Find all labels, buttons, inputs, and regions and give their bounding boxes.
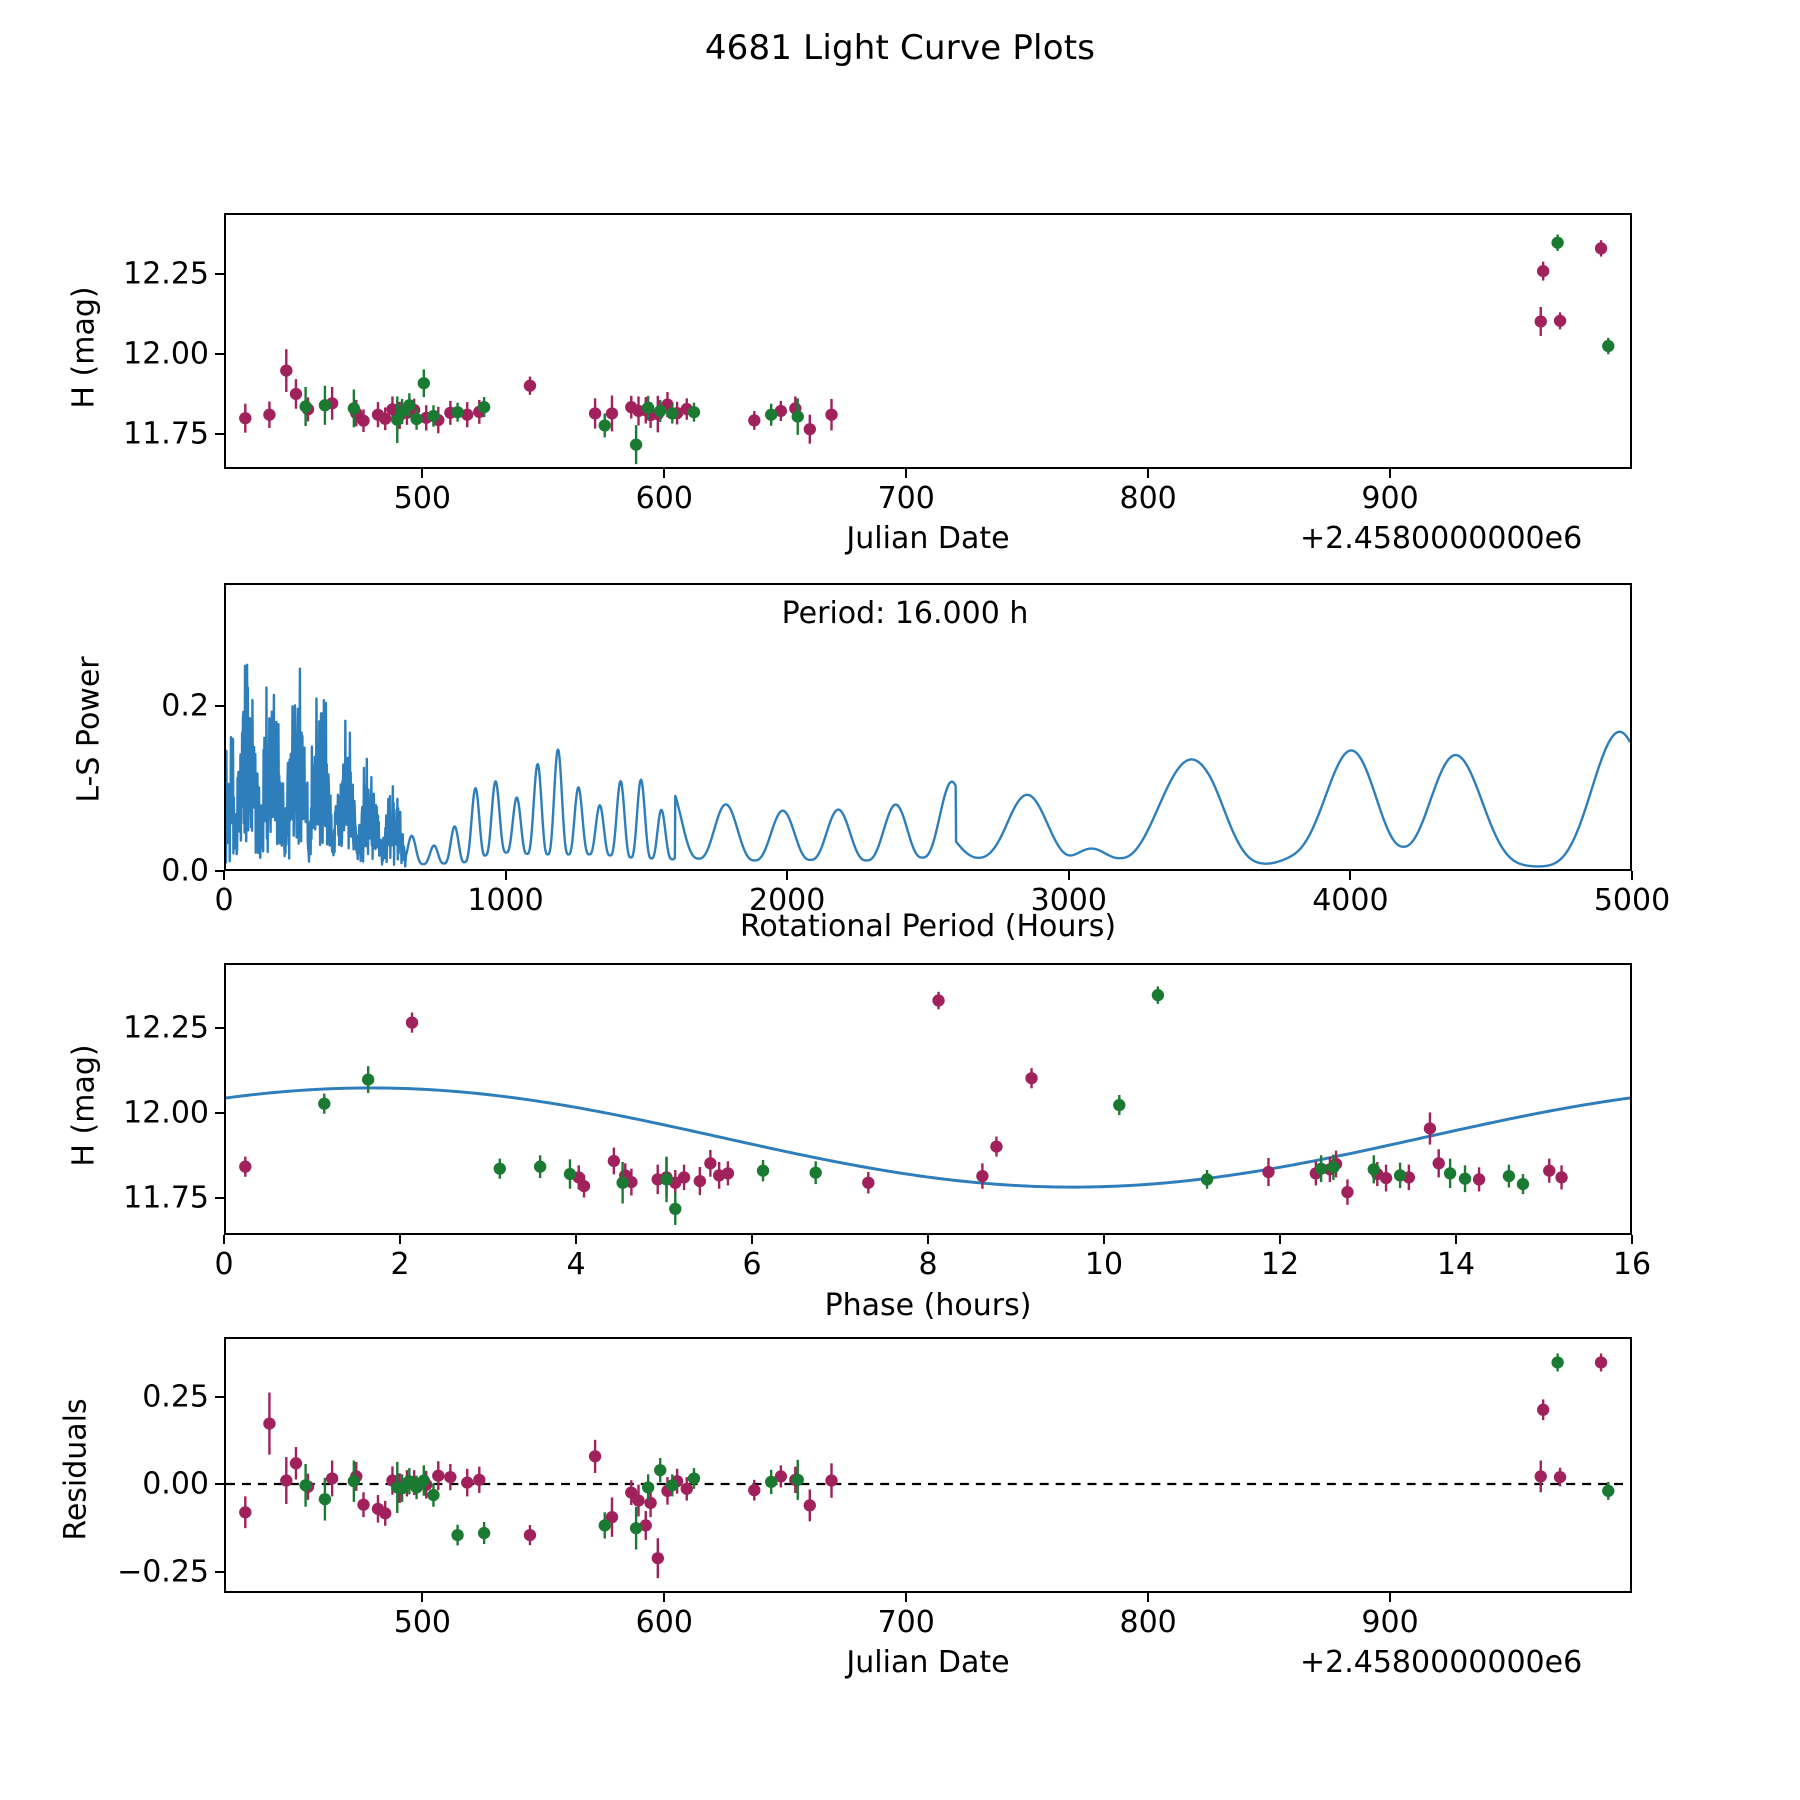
axis-label-x-phasefold: Phase (hours) (824, 1288, 1032, 1323)
x-tick-label: 4000 (1312, 883, 1389, 918)
y-tick-label: 0.00 (142, 1466, 209, 1502)
x-tick-mark (1067, 871, 1070, 880)
panel-light-curve (224, 213, 1632, 469)
x-tick-mark (905, 469, 908, 478)
x-tick-mark (504, 871, 507, 880)
axis-label-x-residuals: Julian Date (846, 1645, 1010, 1680)
x-tick-label: 2000 (749, 883, 826, 918)
y-tick-mark (215, 1570, 224, 1573)
x-tick-label: 5000 (1593, 883, 1671, 918)
y-tick-mark (215, 1111, 224, 1114)
x-tick-mark (1147, 469, 1150, 478)
axis-label-x-periodogram: Rotational Period (Hours) (739, 909, 1117, 944)
x-tick-label: 900 (1361, 1605, 1419, 1640)
x-tick-label: 14 (1436, 1247, 1476, 1282)
y-tick-label: 0.2 (161, 688, 209, 724)
axis-offset-residuals: +2.4580000000e6 (1300, 1645, 1583, 1680)
x-tick-label: 700 (877, 1605, 935, 1640)
x-tick-label: 8 (918, 1247, 938, 1282)
x-tick-mark (399, 1235, 401, 1244)
y-tick-mark (215, 272, 224, 275)
x-tick-mark (663, 469, 666, 478)
x-tick-mark (223, 1235, 225, 1244)
x-tick-label: 900 (1361, 481, 1419, 516)
x-tick-label: 3000 (1030, 883, 1107, 918)
period-annotation: Period: 16.000 h (781, 596, 1029, 631)
y-tick-label: 12.00 (123, 1095, 209, 1131)
y-tick-label: 0.25 (142, 1379, 209, 1415)
x-tick-mark (421, 469, 424, 478)
x-tick-mark (1103, 1235, 1105, 1244)
y-tick-label: 0.0 (161, 853, 209, 889)
light-curve-plot-area (239, 234, 1615, 465)
x-tick-mark (1631, 1235, 1633, 1244)
residuals-plot-area (226, 1353, 1630, 1579)
x-tick-mark (1389, 1593, 1392, 1602)
x-tick-mark (421, 1593, 424, 1602)
x-tick-label: 800 (1119, 1605, 1177, 1640)
x-tick-label: 800 (1119, 481, 1177, 516)
phase-folded-plot-area (226, 986, 1630, 1225)
y-tick-mark (215, 432, 224, 435)
x-tick-label: 500 (393, 1605, 452, 1640)
x-tick-label: 0 (214, 1247, 234, 1282)
periodogram-plot-area (226, 663, 1630, 868)
x-tick-label: 4 (566, 1247, 586, 1282)
x-tick-mark (1147, 1593, 1150, 1602)
y-tick-mark (215, 1196, 224, 1199)
x-tick-label: 6 (742, 1247, 762, 1282)
x-tick-mark (575, 1235, 577, 1244)
y-tick-label: −0.25 (117, 1554, 209, 1590)
x-tick-mark (905, 1593, 908, 1602)
y-tick-label: 12.25 (123, 256, 209, 292)
axis-offset-lightcurve: +2.4580000000e6 (1300, 521, 1583, 556)
x-tick-label: 600 (635, 1605, 693, 1640)
y-tick-label: 12.00 (123, 336, 209, 372)
axis-label-x-lightcurve: Julian Date (846, 521, 1010, 556)
x-tick-mark (223, 871, 225, 880)
x-tick-mark (1279, 1235, 1281, 1244)
x-tick-mark (927, 1235, 929, 1244)
x-tick-label: 16 (1612, 1247, 1652, 1282)
x-tick-label: 2 (390, 1247, 410, 1282)
x-tick-label: 600 (635, 481, 693, 516)
x-tick-label: 0 (214, 883, 234, 918)
y-tick-mark (215, 1483, 224, 1486)
x-tick-mark (663, 1593, 666, 1602)
panel-residuals (224, 1337, 1632, 1593)
y-tick-mark (215, 352, 224, 355)
figure-title: 4681 Light Curve Plots (704, 28, 1096, 68)
y-tick-mark (215, 705, 224, 708)
y-tick-label: 11.75 (123, 1180, 209, 1216)
panel-periodogram (224, 583, 1632, 871)
y-tick-mark (215, 1395, 224, 1398)
x-tick-mark (1631, 871, 1633, 880)
x-tick-mark (786, 871, 789, 880)
x-tick-label: 10 (1084, 1247, 1124, 1282)
x-tick-mark (1455, 1235, 1457, 1244)
x-tick-label: 700 (877, 481, 935, 516)
y-tick-label: 12.25 (123, 1010, 209, 1046)
panel-phase-folded (224, 963, 1632, 1235)
axis-label-y-periodogram: L-S Power (71, 656, 107, 803)
y-tick-mark (215, 870, 224, 872)
x-tick-mark (1349, 871, 1352, 880)
y-tick-mark (215, 1026, 224, 1029)
x-tick-mark (1389, 469, 1392, 478)
y-tick-label: 11.75 (123, 416, 209, 452)
x-tick-label: 12 (1260, 1247, 1300, 1282)
x-tick-label: 500 (393, 481, 452, 516)
x-tick-mark (751, 1235, 753, 1244)
x-tick-label: 1000 (467, 883, 544, 918)
